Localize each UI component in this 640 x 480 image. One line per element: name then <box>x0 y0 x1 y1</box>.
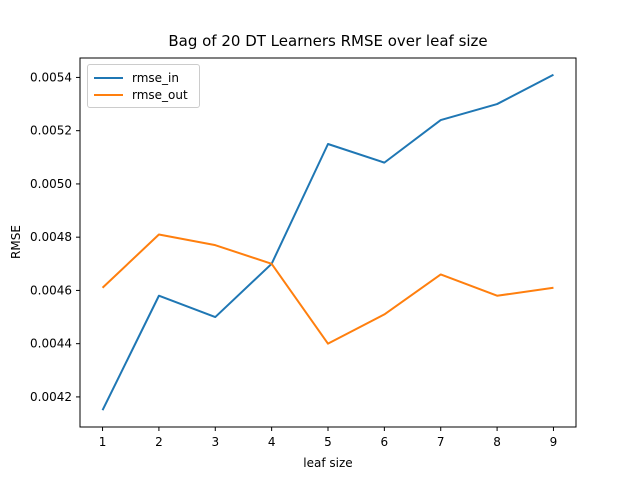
legend-label-rmse-out: rmse_out <box>132 87 188 102</box>
plot-area: 1 2 3 4 5 6 7 8 9 0.0042 0.0044 0.0046 0.0048 0.0050 0… <box>30 57 577 449</box>
legend: rmse_in rmse_out <box>87 64 200 108</box>
legend-label-rmse-in: rmse_in <box>132 70 179 85</box>
svg-text:0.0048: 0.0048 <box>30 230 72 244</box>
x-axis-label: leaf size <box>303 456 352 470</box>
legend-line-swatch-rmse-out <box>94 93 123 96</box>
legend-item-rmse-out: rmse_out <box>94 86 193 103</box>
svg-text:4: 4 <box>268 435 276 449</box>
svg-text:2: 2 <box>155 435 163 449</box>
svg-text:0.0054: 0.0054 <box>30 70 72 84</box>
legend-item-rmse-in: rmse_in <box>94 69 193 86</box>
svg-text:9: 9 <box>550 435 558 449</box>
svg-text:5: 5 <box>324 435 332 449</box>
svg-text:0.0046: 0.0046 <box>30 283 72 297</box>
svg-text:0.0044: 0.0044 <box>30 337 72 351</box>
svg-text:3: 3 <box>211 435 219 449</box>
svg-text:8: 8 <box>493 435 501 449</box>
chart-title: Bag of 20 DT Learners RMSE over leaf siz… <box>168 32 487 50</box>
svg-text:0.0042: 0.0042 <box>30 390 72 404</box>
svg-text:6: 6 <box>381 435 389 449</box>
svg-text:0.0050: 0.0050 <box>30 177 72 191</box>
legend-line-swatch-rmse-in <box>94 76 123 79</box>
svg-text:7: 7 <box>437 435 445 449</box>
y-axis-label: RMSE <box>9 225 23 259</box>
svg-text:1: 1 <box>99 435 107 449</box>
svg-text:0.0052: 0.0052 <box>30 124 72 138</box>
